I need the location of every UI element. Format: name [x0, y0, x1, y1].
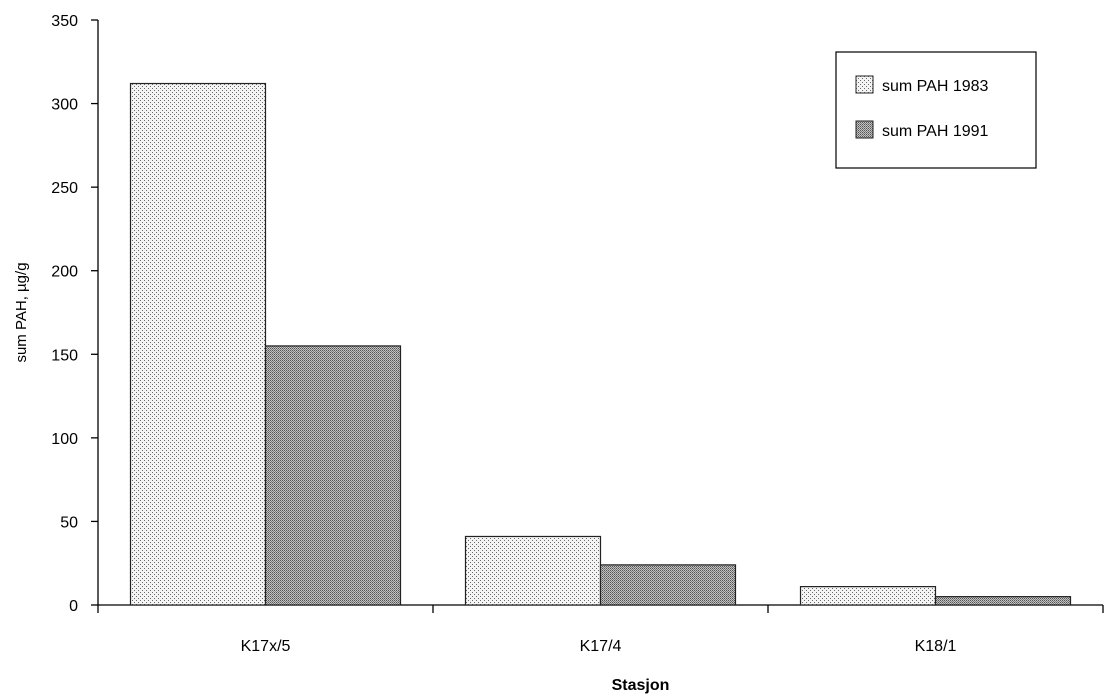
labels: 0 50 100 150 200 250 300 350 K17x/5 K17/4 K18/1 Sta… [13, 13, 957, 694]
legend: sum PAH 1983 sum PAH 1991 [835, 51, 1037, 169]
legend-label-2: sum PAH 1991 [882, 123, 989, 140]
x-axis-title: Stasjon [612, 677, 670, 694]
legend-swatch-1 [855, 75, 874, 94]
y-tick-label: 0 [69, 598, 78, 615]
bar-series1-k17x5 [129, 82, 267, 606]
y-tick-label: 250 [51, 180, 78, 197]
y-tick-label: 50 [60, 514, 78, 531]
y-tick-label: 200 [51, 264, 78, 281]
x-tick-label: K17/4 [580, 638, 622, 655]
y-tick-label: 150 [51, 347, 78, 364]
legend-swatch-2 [855, 120, 874, 139]
bar-series1-k174 [464, 535, 602, 606]
bar-series2-k17x5 [264, 345, 402, 606]
x-tick-label: K18/1 [915, 638, 957, 655]
y-axis-title: sum PAH, µg/g [13, 262, 30, 362]
legend-label-1: sum PAH 1983 [882, 78, 989, 95]
legend-box [835, 51, 1037, 169]
x-tick-label: K17x/5 [241, 638, 291, 655]
y-tick-label: 100 [51, 431, 78, 448]
y-tick-label: 350 [51, 13, 78, 30]
bar-series1-k181 [799, 586, 937, 606]
bar-series2-k174 [599, 564, 737, 606]
bars [129, 82, 1072, 606]
y-tick-label: 300 [51, 97, 78, 114]
bar-series2-k181 [934, 596, 1072, 606]
